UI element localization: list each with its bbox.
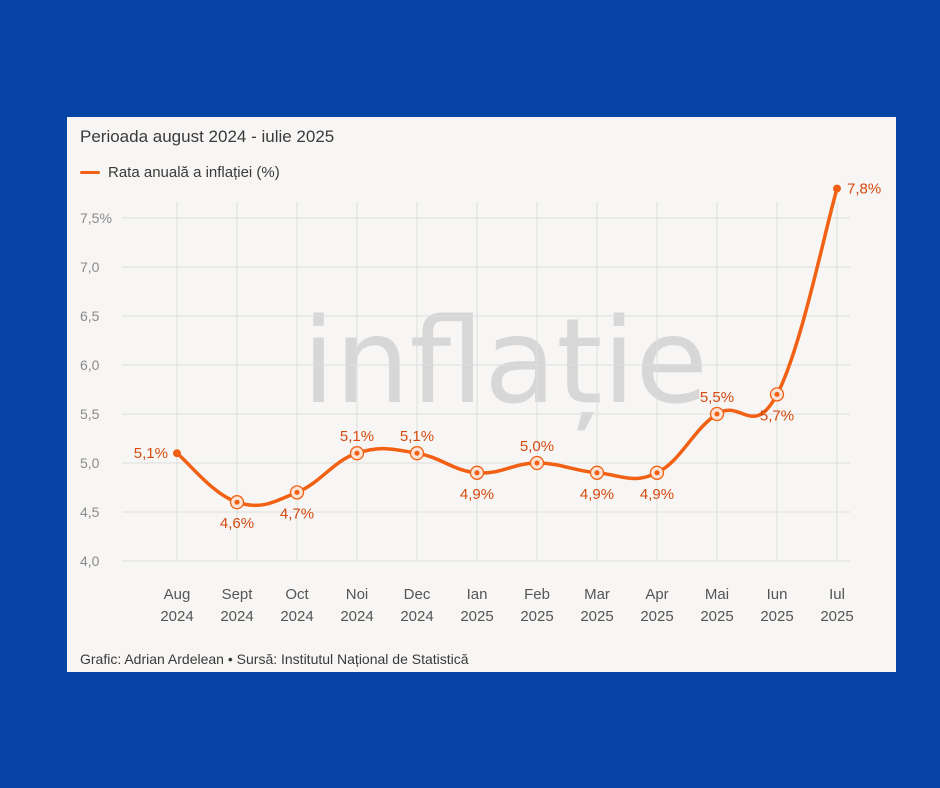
data-point-marker-center [474, 470, 480, 476]
y-tick-label: 4,0 [80, 553, 100, 569]
data-label: 5,7% [760, 407, 794, 424]
data-point-marker-center [654, 470, 660, 476]
data-point-marker-center [534, 460, 540, 466]
y-tick-label: 6,0 [80, 357, 100, 373]
x-tick-label-year: 2025 [760, 608, 793, 625]
y-tick-label: 4,5 [80, 504, 100, 520]
data-label: 5,0% [520, 438, 554, 455]
data-point-endpoint [833, 184, 841, 193]
legend-label: Rata anuală a inflației (%) [108, 164, 280, 181]
x-tick-label-month: Sept [222, 586, 254, 603]
x-tick-label-month: Feb [524, 586, 550, 603]
data-point-marker-center [714, 411, 720, 417]
watermark-text: inflație [302, 292, 708, 430]
data-label: 4,9% [460, 486, 494, 503]
data-label: 4,9% [580, 486, 614, 503]
data-label: 4,9% [640, 486, 674, 503]
chart-footer-source: Grafic: Adrian Ardelean • Sursă: Institu… [80, 651, 469, 667]
y-tick-label: 7,0 [80, 259, 100, 275]
chart-card: Perioada august 2024 - iulie 2025 Rata a… [67, 117, 896, 672]
data-point-endpoint [173, 449, 181, 458]
y-tick-label: 6,5 [80, 308, 100, 324]
data-point-marker-center [294, 489, 300, 495]
x-tick-label-month: Apr [645, 586, 668, 603]
x-tick-label-month: Aug [164, 586, 191, 603]
x-tick-label-year: 2024 [400, 608, 433, 625]
legend-line-swatch [80, 171, 100, 174]
data-label: 5,5% [700, 389, 734, 406]
x-tick-label-month: Iul [829, 586, 845, 603]
x-tick-label-year: 2025 [520, 608, 553, 625]
data-label: 5,1% [340, 428, 374, 445]
x-tick-label-year: 2025 [460, 608, 493, 625]
data-label: 5,1% [134, 445, 168, 462]
series-markers [173, 184, 841, 510]
y-tick-label: 5,5 [80, 406, 100, 422]
x-axis-ticks: Aug 2024 Sept 2024 Oct 2024 Noi 2024 Dec 2024 Ian 2… [160, 586, 853, 625]
y-axis-ticks: 4,0 4,5 5,0 5,5 6,0 6,5 7,0 7,5% [80, 210, 112, 569]
x-tick-label-year: 2024 [340, 608, 373, 625]
data-labels: 5,1% 4,6% 4,7% 5,1% 5,1% 4,9% 5,0% 4,9% 4,9% 5,5%… [134, 181, 881, 533]
x-tick-label-month: Mar [584, 586, 610, 603]
data-label: 4,7% [280, 505, 314, 522]
y-tick-label: 5,0 [80, 455, 100, 471]
x-tick-label-year: 2025 [700, 608, 733, 625]
data-label: 4,6% [220, 515, 254, 532]
x-tick-label-year: 2025 [640, 608, 673, 625]
data-point-marker-center [414, 450, 420, 456]
line-chart: inflație 4,0 4,5 5,0 5,5 6,0 6,5 7,0 7,5% Aug 20… [80, 181, 881, 625]
data-label: 7,8% [847, 181, 881, 198]
x-tick-label-year: 2025 [580, 608, 613, 625]
x-tick-label-year: 2025 [820, 608, 853, 625]
x-tick-label-month: Oct [285, 586, 309, 603]
x-tick-label-year: 2024 [220, 608, 253, 625]
x-tick-label-month: Iun [767, 586, 788, 603]
data-point-marker-center [234, 499, 240, 505]
x-tick-label-month: Mai [705, 586, 729, 603]
data-label: 5,1% [400, 428, 434, 445]
data-point-marker-center [354, 450, 360, 456]
x-tick-label-year: 2024 [160, 608, 193, 625]
x-tick-label-month: Ian [467, 586, 488, 603]
chart-subtitle: Perioada august 2024 - iulie 2025 [80, 127, 335, 146]
data-point-marker-center [774, 391, 780, 397]
x-tick-label-month: Dec [404, 586, 431, 603]
y-tick-label: 7,5% [80, 210, 112, 226]
x-tick-label-year: 2024 [280, 608, 313, 625]
data-point-marker-center [594, 470, 600, 476]
x-tick-label-month: Noi [346, 586, 369, 603]
chart-legend: Rata anuală a inflației (%) [80, 164, 280, 181]
